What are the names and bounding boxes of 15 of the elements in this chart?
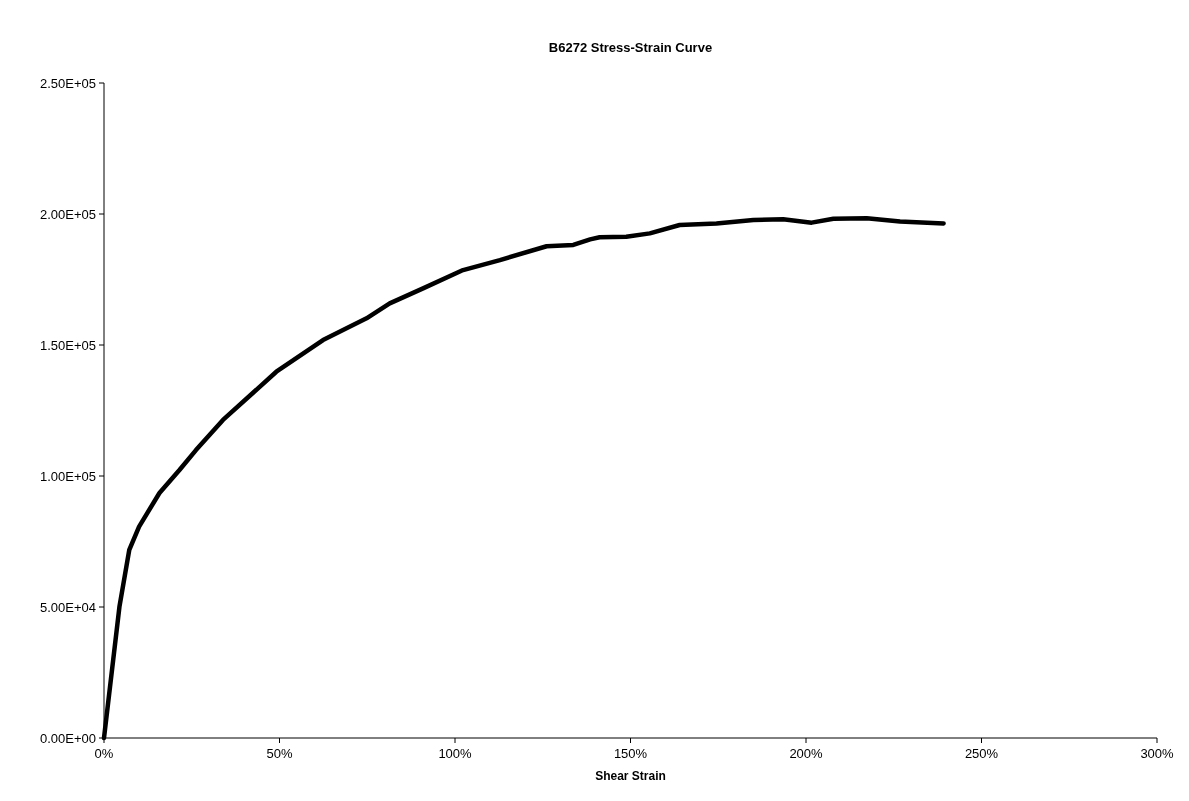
x-tick-label: 250% xyxy=(964,746,999,761)
x-tick-label: 50% xyxy=(266,746,293,761)
x-tick-label: 100% xyxy=(438,746,473,761)
x-tick-label: 300% xyxy=(1140,746,1175,761)
x-tick-label: 150% xyxy=(613,746,648,761)
y-tick-label: 5.00E+04 xyxy=(39,599,96,615)
x-tick-label: 200% xyxy=(789,746,824,761)
y-tick-label: 0.00E+00 xyxy=(39,730,96,746)
x-tick-label: 0% xyxy=(94,746,114,761)
y-tick-label: 1.00E+05 xyxy=(39,468,96,484)
x-axis-title: Shear Strain xyxy=(595,769,666,783)
y-tick-label: 1.50E+05 xyxy=(39,337,96,353)
y-tick-label: 2.50E+05 xyxy=(39,75,96,91)
y-tick-label: 2.00E+05 xyxy=(39,206,96,222)
chart-title: B6272 Stress-Strain Curve xyxy=(548,40,713,55)
